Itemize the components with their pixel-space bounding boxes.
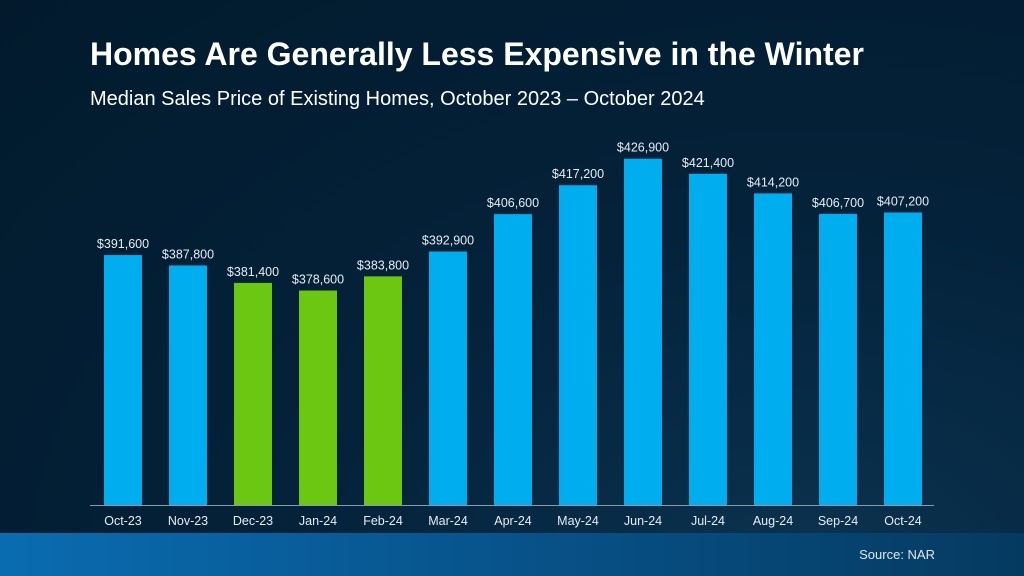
x-tick-label: Jan-24 bbox=[299, 514, 337, 528]
data-label: $407,200 bbox=[877, 194, 929, 208]
chart-title: Homes Are Generally Less Expensive in th… bbox=[90, 36, 864, 72]
bar-dec-23 bbox=[234, 282, 272, 505]
chart-subtitle: Median Sales Price of Existing Homes, Oc… bbox=[90, 88, 705, 110]
bar-jun-24 bbox=[624, 158, 662, 505]
data-label: $392,900 bbox=[422, 234, 474, 248]
data-label: $406,700 bbox=[812, 196, 864, 210]
x-tick-label: Feb-24 bbox=[363, 514, 403, 528]
x-tick-label: Mar-24 bbox=[428, 514, 468, 528]
bar-aug-24 bbox=[754, 193, 792, 505]
x-tick-label: Oct-23 bbox=[104, 514, 142, 528]
data-label: $421,400 bbox=[682, 156, 734, 170]
x-tick-label: Aug-24 bbox=[753, 514, 793, 528]
x-tick-label: May-24 bbox=[557, 514, 599, 528]
bar-apr-24 bbox=[494, 214, 532, 506]
bar-chart: $391,600 Oct-23 $387,800 Nov-23 $381,400 Dec-… bbox=[90, 141, 934, 528]
data-label: $417,200 bbox=[552, 167, 604, 181]
footer-band: Source: NAR bbox=[0, 533, 1024, 576]
x-tick-label: Nov-23 bbox=[168, 514, 208, 528]
x-tick-label: Sep-24 bbox=[818, 514, 858, 528]
data-label: $426,900 bbox=[617, 141, 669, 155]
x-tick-label: Dec-23 bbox=[233, 514, 273, 528]
bar-mar-24 bbox=[429, 251, 467, 505]
bar-nov-23 bbox=[169, 265, 207, 505]
data-label: $391,600 bbox=[97, 237, 149, 251]
bar-feb-24 bbox=[364, 276, 402, 505]
data-label: $406,600 bbox=[487, 196, 539, 210]
bar-oct-23 bbox=[104, 255, 142, 505]
x-tick-label: Jul-24 bbox=[691, 514, 725, 528]
bar-jan-24 bbox=[299, 290, 337, 505]
x-tick-label: Apr-24 bbox=[494, 514, 532, 528]
data-label: $414,200 bbox=[747, 175, 799, 189]
source-note: Source: NAR bbox=[859, 547, 935, 562]
x-tick-label: Jun-24 bbox=[624, 514, 662, 528]
bar-sep-24 bbox=[819, 213, 857, 505]
data-label: $387,800 bbox=[162, 247, 214, 261]
bar-may-24 bbox=[559, 185, 597, 505]
bar-jul-24 bbox=[689, 173, 727, 505]
x-tick-label: Oct-24 bbox=[884, 514, 922, 528]
bar-oct-24 bbox=[884, 212, 922, 506]
data-label: $381,400 bbox=[227, 265, 279, 279]
data-label: $378,600 bbox=[292, 273, 344, 287]
data-label: $383,800 bbox=[357, 258, 409, 272]
